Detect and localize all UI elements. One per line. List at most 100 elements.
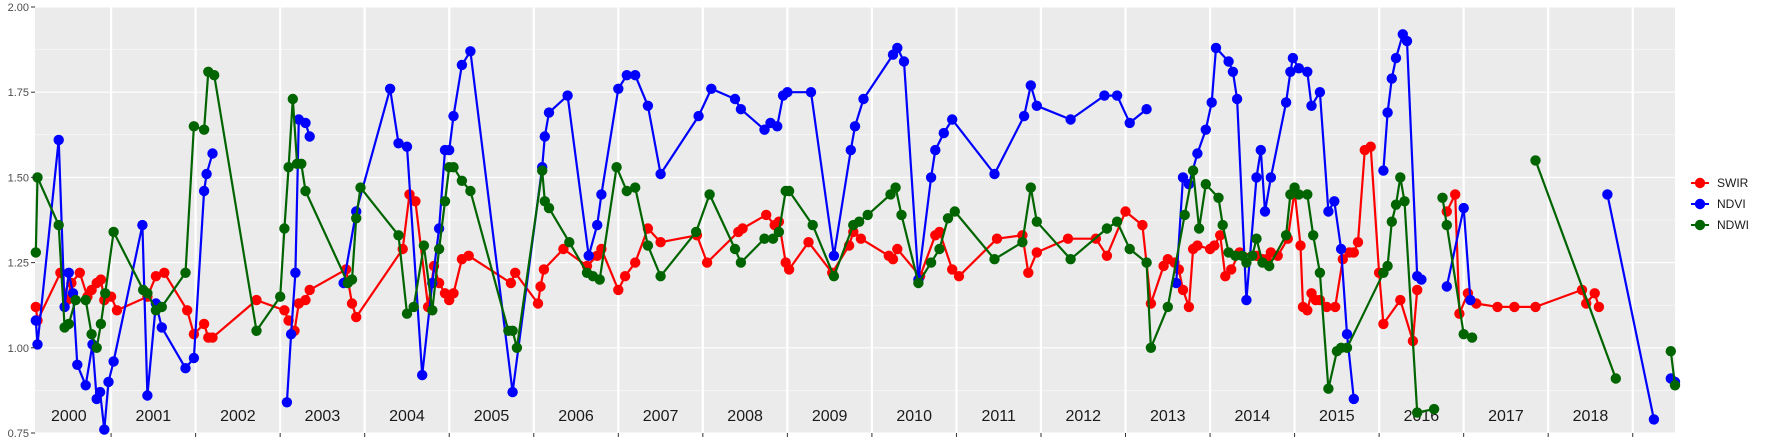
data-point-ndwi	[1179, 209, 1190, 221]
data-point-swir	[892, 243, 903, 255]
data-point-swir	[1137, 219, 1148, 231]
data-point-ndwi	[989, 254, 1000, 265]
legend-key-point-swir	[1694, 177, 1706, 189]
data-point-ndwi	[511, 342, 523, 353]
data-point-ndwi	[346, 274, 358, 285]
data-point-ndwi	[100, 288, 111, 299]
data-point-ndvi	[596, 189, 607, 200]
data-point-ndwi	[287, 93, 298, 105]
data-point-ndwi	[91, 342, 102, 353]
data-point-ndvi	[989, 168, 1000, 180]
data-point-ndwi	[1141, 257, 1152, 268]
data-point-ndvi	[465, 46, 476, 57]
data-point-ndvi	[304, 131, 315, 142]
data-point-ndwi	[507, 325, 518, 336]
data-point-ndwi	[642, 240, 654, 251]
data-point-swir	[934, 226, 945, 238]
data-point-ndwi	[418, 240, 430, 251]
y-tick-label: 1.50	[8, 172, 29, 184]
data-point-ndwi	[439, 196, 451, 207]
data-point-ndvi	[1141, 104, 1152, 115]
data-point-ndwi	[156, 301, 167, 313]
series-layer	[30, 29, 1681, 435]
year-label: 2009	[812, 408, 848, 425]
data-point-ndvi	[59, 301, 70, 313]
data-point-ndwi	[1200, 179, 1212, 190]
data-point-swir	[505, 277, 517, 289]
data-point-swir	[448, 288, 459, 299]
data-point-swir	[558, 243, 569, 255]
data-point-ndvi	[583, 250, 594, 261]
data-point-ndvi	[1390, 52, 1402, 64]
legend: SWIR NDVI NDWI	[1691, 176, 1749, 232]
data-point-ndvi	[1416, 274, 1427, 285]
data-point-ndwi	[543, 202, 555, 214]
data-point-swir	[1395, 294, 1406, 306]
year-label: 2015	[1319, 408, 1355, 425]
data-point-ndwi	[1193, 223, 1205, 234]
data-point-ndvi	[137, 219, 148, 231]
year-label: 2007	[643, 408, 679, 425]
data-point-ndwi	[1124, 243, 1135, 255]
data-point-ndwi	[1017, 237, 1028, 248]
data-point-ndwi	[1217, 219, 1228, 231]
data-point-swir	[803, 237, 814, 248]
data-point-swir	[1450, 189, 1461, 200]
data-point-ndvi	[1025, 80, 1037, 91]
data-point-ndwi	[828, 271, 840, 282]
data-point-ndvi	[1348, 393, 1360, 405]
data-point-swir	[630, 257, 641, 268]
data-point-swir	[1348, 247, 1360, 258]
data-point-ndvi	[417, 369, 428, 381]
data-point-ndvi	[63, 267, 74, 278]
data-point-ndwi	[630, 182, 641, 193]
data-point-ndwi	[300, 185, 311, 197]
series-line-ndvi	[1606, 194, 1655, 420]
data-point-ndvi	[1231, 93, 1243, 105]
data-point-ndvi	[1192, 148, 1203, 159]
data-point-ndwi	[1382, 260, 1393, 272]
data-point-ndwi	[1399, 196, 1410, 207]
data-point-ndvi	[444, 144, 455, 156]
data-point-swir	[463, 250, 474, 261]
data-point-swir	[1226, 264, 1237, 275]
data-point-ndwi	[704, 189, 715, 200]
data-point-ndwi	[1314, 267, 1326, 278]
data-point-ndwi	[1466, 332, 1478, 343]
year-label: 2008	[727, 408, 763, 425]
data-point-swir	[111, 305, 123, 316]
data-point-ndwi	[1213, 192, 1224, 203]
data-point-ndvi	[507, 386, 518, 398]
data-point-ndvi	[938, 127, 949, 139]
data-point-ndwi	[1308, 230, 1319, 241]
data-point-ndwi	[448, 162, 459, 173]
data-point-swir	[300, 294, 311, 306]
data-point-ndvi	[1602, 189, 1613, 200]
data-point-ndwi	[351, 213, 362, 224]
gridlines	[35, 6, 1675, 434]
y-tick-label: 2.00	[8, 2, 29, 14]
data-point-ndwi	[53, 219, 64, 231]
data-point-swir	[95, 274, 107, 285]
data-point-ndvi	[1265, 172, 1277, 183]
data-point-ndwi	[1111, 216, 1123, 227]
data-point-ndwi	[283, 162, 294, 173]
data-point-ndvi	[562, 90, 573, 101]
data-point-swir	[532, 298, 544, 309]
data-point-ndwi	[611, 162, 622, 173]
data-point-ndwi	[942, 213, 954, 224]
series-line-ndwi	[1669, 351, 1677, 386]
data-point-ndwi	[621, 185, 632, 197]
data-point-ndwi	[1247, 250, 1258, 261]
data-point-ndvi	[300, 117, 311, 129]
data-point-swir	[198, 318, 210, 330]
year-label: 2018	[1573, 408, 1609, 425]
data-point-ndvi	[1401, 35, 1413, 47]
data-point-swir	[783, 264, 795, 275]
data-point-swir	[1177, 284, 1189, 296]
data-point-ndwi	[1302, 189, 1313, 200]
data-point-ndwi	[401, 308, 413, 319]
data-point-ndvi	[1206, 97, 1217, 108]
data-point-ndvi	[30, 315, 41, 326]
